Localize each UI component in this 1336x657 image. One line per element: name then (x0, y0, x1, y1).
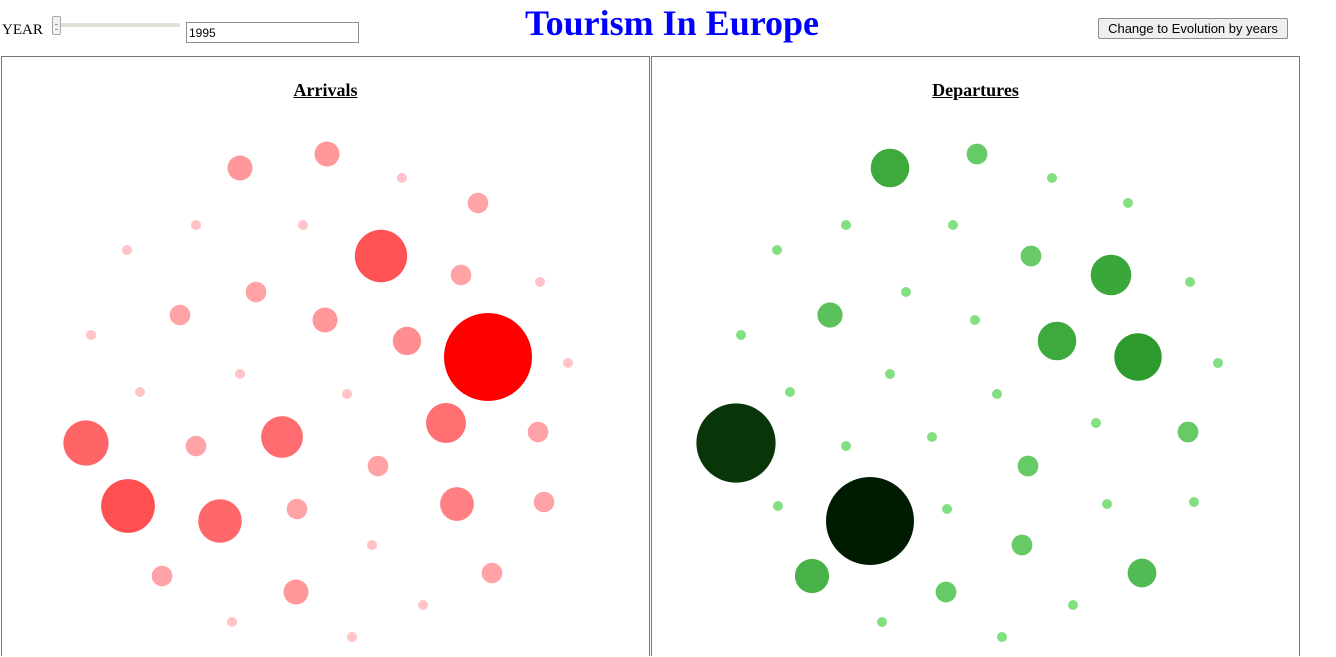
arrivals-bubble[interactable] (467, 192, 489, 214)
departures-bubble[interactable] (785, 387, 795, 397)
arrivals-bubble[interactable] (367, 455, 389, 477)
arrivals-bubble[interactable] (185, 435, 207, 457)
departures-bubble[interactable] (1020, 245, 1042, 267)
arrivals-bubble[interactable] (191, 220, 201, 230)
arrivals-bubble[interactable] (298, 220, 308, 230)
arrivals-bubble[interactable] (283, 579, 309, 605)
departures-bubble[interactable] (1047, 173, 1057, 183)
departures-bubble[interactable] (841, 441, 851, 451)
year-slider[interactable] (50, 14, 180, 38)
arrivals-bubble[interactable] (392, 326, 422, 356)
arrivals-bubble[interactable] (440, 487, 474, 521)
departures-bubble[interactable] (948, 220, 958, 230)
arrivals-bubble[interactable] (151, 565, 173, 587)
departures-bubble[interactable] (1177, 421, 1199, 443)
arrivals-bubble[interactable] (426, 403, 466, 443)
arrivals-bubble[interactable] (235, 369, 245, 379)
departures-bubble[interactable] (901, 287, 911, 297)
arrivals-bubble[interactable] (418, 600, 428, 610)
departures-bubble[interactable] (794, 558, 830, 594)
arrivals-bubble[interactable] (101, 479, 155, 533)
departures-panel: Departures (651, 56, 1300, 656)
departures-bubble[interactable] (773, 501, 783, 511)
departures-bubble[interactable] (1091, 418, 1101, 428)
departures-bubble[interactable] (935, 581, 957, 603)
arrivals-bubble[interactable] (314, 141, 340, 167)
arrivals-title: Arrivals (293, 80, 358, 100)
departures-bubble-chart (696, 143, 1223, 642)
page-title: Tourism In Europe (524, 3, 820, 43)
departures-bubble[interactable] (817, 302, 843, 328)
departures-bubble[interactable] (841, 220, 851, 230)
arrivals-bubble[interactable] (198, 499, 242, 543)
departures-bubble[interactable] (1189, 497, 1199, 507)
departures-bubble[interactable] (1102, 499, 1112, 509)
departures-bubble[interactable] (736, 330, 746, 340)
departures-bubble[interactable] (1090, 254, 1132, 296)
departures-bubble[interactable] (885, 369, 895, 379)
arrivals-bubble[interactable] (63, 420, 109, 466)
arrivals-bubble[interactable] (354, 229, 408, 283)
arrivals-bubble[interactable] (397, 173, 407, 183)
departures-bubble[interactable] (992, 389, 1002, 399)
departures-bubble[interactable] (1185, 277, 1195, 287)
arrivals-bubble[interactable] (367, 540, 377, 550)
year-slider-thumb[interactable] (52, 16, 61, 35)
year-input[interactable] (186, 22, 359, 43)
departures-bubble[interactable] (877, 617, 887, 627)
arrivals-bubble[interactable] (286, 498, 308, 520)
departures-bubble[interactable] (966, 143, 988, 165)
departures-bubble[interactable] (970, 315, 980, 325)
departures-bubble[interactable] (1127, 558, 1157, 588)
departures-bubble[interactable] (1011, 534, 1033, 556)
departures-bubble[interactable] (772, 245, 782, 255)
departures-bubble[interactable] (826, 477, 914, 565)
arrivals-bubble-chart (63, 141, 573, 642)
departures-bubble[interactable] (696, 403, 776, 483)
arrivals-bubble[interactable] (245, 281, 267, 303)
arrivals-bubble[interactable] (227, 617, 237, 627)
departures-bubble[interactable] (1037, 321, 1077, 361)
arrivals-bubble[interactable] (563, 358, 573, 368)
departures-bubble[interactable] (1213, 358, 1223, 368)
year-slider-track[interactable] (56, 23, 180, 27)
departures-bubble[interactable] (1123, 198, 1133, 208)
evolution-toggle-button[interactable]: Change to Evolution by years (1098, 18, 1288, 39)
year-label: YEAR (2, 22, 43, 38)
arrivals-bubble[interactable] (312, 307, 338, 333)
arrivals-bubble[interactable] (122, 245, 132, 255)
arrivals-bubble[interactable] (86, 330, 96, 340)
arrivals-bubble[interactable] (450, 264, 472, 286)
departures-bubble[interactable] (1017, 455, 1039, 477)
toolbar: YEAR Tourism In Europe Change to Evoluti… (0, 0, 1336, 56)
departures-title: Departures (932, 80, 1019, 100)
departures-bubble[interactable] (927, 432, 937, 442)
departures-bubble[interactable] (1068, 600, 1078, 610)
arrivals-bubble[interactable] (481, 562, 503, 584)
departures-bubble[interactable] (1114, 333, 1162, 381)
departures-bubble[interactable] (870, 148, 910, 188)
arrivals-bubble[interactable] (535, 277, 545, 287)
departures-bubble[interactable] (942, 504, 952, 514)
arrivals-bubble[interactable] (227, 155, 253, 181)
arrivals-bubble[interactable] (533, 491, 555, 513)
arrivals-bubble[interactable] (135, 387, 145, 397)
arrivals-bubble[interactable] (444, 313, 532, 401)
arrivals-panel: Arrivals (1, 56, 650, 656)
arrivals-bubble[interactable] (261, 416, 303, 458)
arrivals-bubble[interactable] (342, 389, 352, 399)
arrivals-bubble[interactable] (169, 304, 191, 326)
arrivals-bubble[interactable] (527, 421, 549, 443)
